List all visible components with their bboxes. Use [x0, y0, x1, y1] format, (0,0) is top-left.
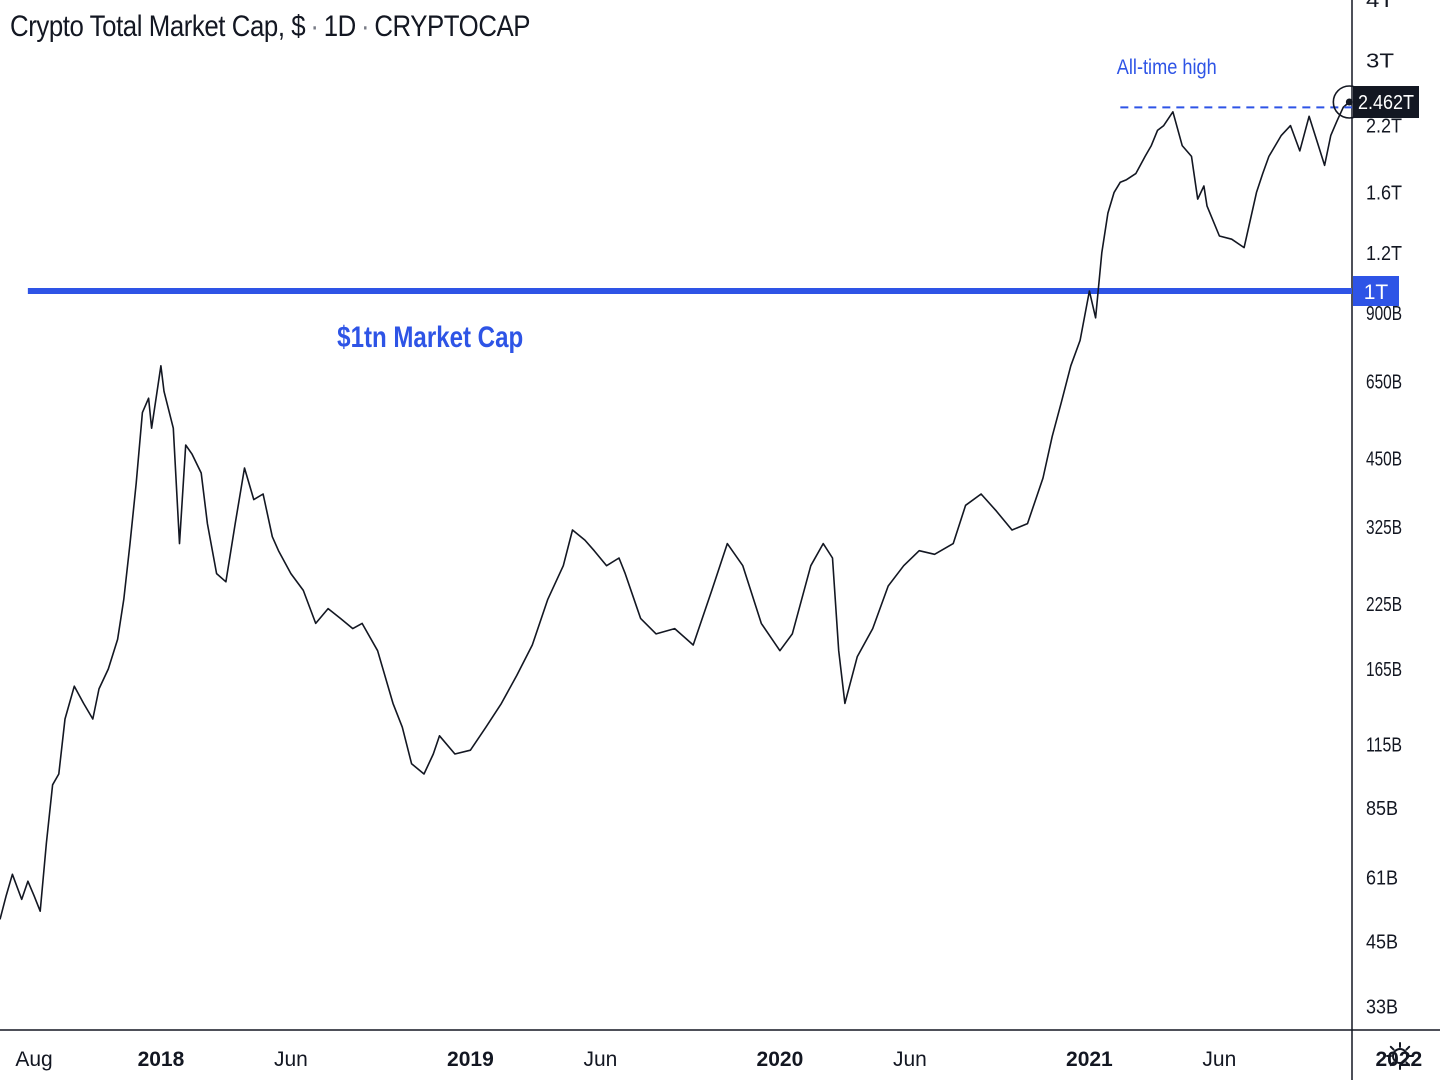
x-tick-label: Jun — [583, 1048, 617, 1071]
x-tick-label: 2020 — [757, 1048, 804, 1071]
x-tick-label: Jun — [893, 1048, 927, 1071]
chart-settings-icon[interactable] — [1386, 1042, 1414, 1070]
sun-gear-icon — [1386, 1042, 1414, 1070]
y-tick-label: 33B — [1366, 997, 1398, 1019]
support-badge — [1353, 276, 1399, 306]
current-price-label: 2.462T — [1358, 92, 1414, 114]
interval-label[interactable]: 1D — [323, 10, 357, 43]
y-tick-label: 45B — [1366, 931, 1398, 953]
x-tick-label: Jun — [1202, 1048, 1236, 1071]
market-cap-line[interactable] — [0, 101, 1350, 920]
y-tick-label: 1.6T — [1366, 182, 1402, 204]
y-tick-label: 450B — [1366, 448, 1402, 470]
x-tick-label: 2022 — [1376, 1048, 1423, 1071]
y-tick-label: 85B — [1366, 798, 1398, 820]
y-tick-label: 61B — [1366, 868, 1398, 890]
last-price-dot — [1345, 98, 1353, 106]
symbol-title: Crypto Total Market Cap, $ — [10, 10, 306, 43]
y-tick-label: 325B — [1366, 517, 1402, 539]
y-tick-label: 3T — [1366, 51, 1394, 73]
current-price-badge — [1353, 86, 1419, 119]
y-tick-label: 4T — [1366, 0, 1394, 12]
y-tick-label: 1.2T — [1366, 243, 1402, 265]
y-tick-label: 165B — [1366, 659, 1402, 681]
chart-title: Crypto Total Market Cap, $ · 1D · CRYPTOCAP — [10, 10, 531, 44]
y-tick-label: 225B — [1366, 594, 1402, 616]
y-tick-label: 2.2T — [1366, 116, 1402, 138]
title-separator: · — [360, 10, 370, 43]
x-tick-label: Jun — [274, 1048, 308, 1071]
x-tick-label: 2018 — [138, 1048, 185, 1071]
support-badge-label: 1T — [1364, 281, 1389, 304]
x-tick-label: Aug — [15, 1048, 52, 1071]
x-tick-label: 2021 — [1066, 1048, 1113, 1071]
ath-annotation-text: All-time high — [1117, 56, 1217, 79]
exchange-label: CRYPTOCAP — [374, 10, 531, 43]
y-tick-label: 900B — [1366, 303, 1402, 325]
title-separator: · — [310, 10, 319, 43]
support-annotation-text: $1tn Market Cap — [337, 321, 523, 354]
y-tick-label: 115B — [1366, 735, 1402, 757]
x-tick-label: 2019 — [447, 1048, 494, 1071]
y-tick-label: 650B — [1366, 371, 1402, 393]
